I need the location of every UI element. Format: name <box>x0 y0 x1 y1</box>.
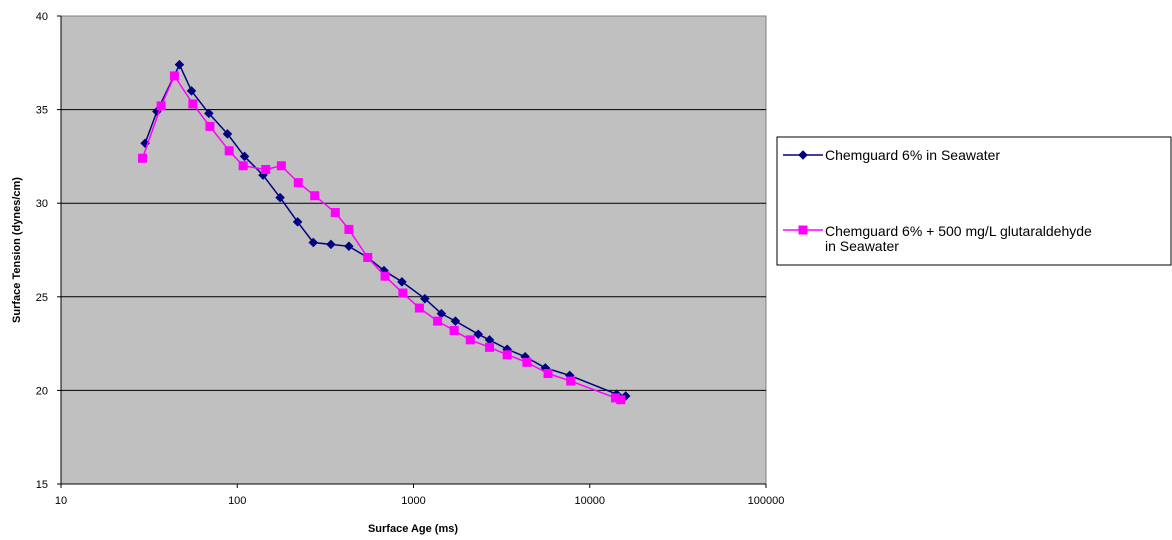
series-1-point <box>420 293 430 304</box>
series-2-point <box>611 393 621 403</box>
series-1-point <box>397 277 407 287</box>
series-2-point <box>380 271 390 281</box>
series-2-point <box>310 191 320 201</box>
series-1-point <box>473 329 484 340</box>
x-tick-label: 100 <box>228 495 246 507</box>
series-2-point <box>276 161 286 171</box>
series-2-point <box>414 303 424 313</box>
series-2-point <box>522 357 532 367</box>
x-tick-label: 10 <box>55 495 67 507</box>
series-2-point <box>261 165 271 175</box>
series-2-point <box>485 342 495 352</box>
series-2-point <box>205 121 215 131</box>
series-1-point <box>292 217 303 227</box>
series-1-point <box>275 192 285 203</box>
gridlines <box>61 109 766 391</box>
legend-marker-series-1 <box>798 150 808 160</box>
y-axis-ticks: 15 20 25 30 35 40 <box>36 11 61 491</box>
x-tick-label: 10000 <box>574 495 605 507</box>
legend-marker-series-2 <box>798 225 808 235</box>
series-1-point <box>204 108 214 119</box>
y-axis-title: Surface Tension (dynes/cm) <box>11 177 23 323</box>
series-2-point <box>224 146 234 156</box>
series-2-point <box>293 178 303 188</box>
series-2-point <box>156 101 166 111</box>
legend-box <box>776 136 1172 266</box>
series-2-point <box>398 288 408 298</box>
y-tick-label: 25 <box>36 292 48 304</box>
series-2-point <box>616 395 626 405</box>
x-tick-label: 1000 <box>401 495 425 507</box>
y-tick-label: 30 <box>36 198 48 210</box>
series-2-point <box>188 99 198 109</box>
series-2-point <box>543 369 553 379</box>
series-2-point <box>238 161 248 171</box>
series-1-point <box>308 237 319 248</box>
y-tick-label: 40 <box>36 11 48 23</box>
series-2-point <box>330 208 340 218</box>
series-1-point <box>222 129 233 139</box>
series-2-point <box>566 376 576 386</box>
series-1-point <box>620 391 631 401</box>
series-2-point <box>449 325 459 335</box>
legend-label-series-1: Chemguard 6% in Seawater <box>825 147 1000 163</box>
x-tick-label: 100000 <box>748 495 785 507</box>
series-2-point <box>465 335 475 345</box>
plot-area <box>60 15 767 485</box>
y-tick-label: 35 <box>36 105 48 117</box>
y-tick-label: 20 <box>36 385 48 397</box>
series-2-point <box>502 350 512 360</box>
series-1-point <box>326 239 336 250</box>
series-2-point <box>137 153 147 163</box>
legend: Chemguard 6% in Seawater Chemguard 6% + … <box>776 136 1172 266</box>
legend-label-series-2: Chemguard 6% + 500 mg/L glutaraldehyde i… <box>825 223 1096 254</box>
series-1-point <box>239 151 250 162</box>
series-2-point <box>344 224 354 234</box>
series-2-point <box>433 316 443 326</box>
series-1-point <box>344 241 354 252</box>
x-axis-title: Surface Age (ms) <box>368 523 458 535</box>
y-tick-label: 15 <box>36 479 48 491</box>
series-2 <box>137 71 626 405</box>
series-layer <box>137 59 631 405</box>
series-1-point <box>450 316 461 326</box>
series-2-point <box>363 252 373 262</box>
series-1-point <box>174 59 185 70</box>
series-1-point <box>186 86 197 96</box>
x-axis-ticks: 10 100 1000 10000 100000 <box>55 484 784 507</box>
series-2-point <box>169 71 179 81</box>
